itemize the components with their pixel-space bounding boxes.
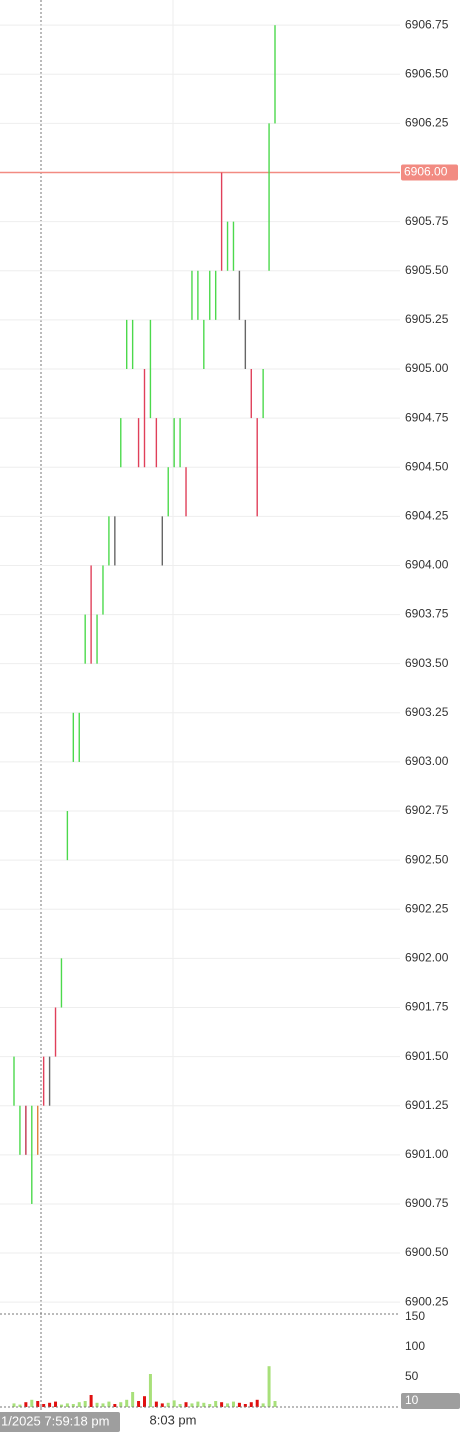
crosshair-time: 1/2025 7:59:18 pm: [1, 1413, 109, 1428]
volume-tick-label: 50: [405, 1369, 419, 1383]
volume-bar: [261, 1403, 265, 1407]
volume-tick-label: 150: [405, 1309, 425, 1323]
volume-bar: [131, 1392, 135, 1407]
volume-bar: [42, 1404, 46, 1407]
volume-bar: [89, 1395, 93, 1407]
y-tick-label: 6904.75: [405, 410, 449, 424]
y-tick-label: 6901.00: [405, 1147, 449, 1161]
volume-bar: [95, 1402, 99, 1407]
volume-bar: [243, 1404, 247, 1407]
volume-bar: [101, 1403, 105, 1407]
volume-bar: [178, 1404, 182, 1407]
y-tick-label: 6902.00: [405, 951, 449, 965]
volume-bar: [208, 1404, 212, 1407]
volume-bar: [30, 1399, 34, 1407]
volume-bar: [113, 1404, 117, 1407]
y-tick-label: 6900.75: [405, 1196, 449, 1210]
volume-bar: [24, 1402, 28, 1407]
y-tick-label: 6905.75: [405, 214, 449, 228]
volume-bar: [166, 1402, 170, 1407]
volume-bar: [190, 1403, 194, 1407]
volume-bar: [48, 1402, 52, 1407]
volume-bar: [255, 1399, 259, 1407]
current-price-box: [401, 164, 458, 181]
y-tick-label: 6904.00: [405, 558, 449, 572]
volume-bar: [231, 1401, 235, 1407]
time-label: 8:03 pm: [150, 1412, 197, 1427]
y-tick-label: 6900.50: [405, 1245, 449, 1259]
current-volume-label: 10: [405, 1393, 419, 1407]
volume-bar: [125, 1399, 129, 1407]
y-tick-label: 6904.50: [405, 459, 449, 473]
y-tick-label: 6906.25: [405, 116, 449, 130]
volume-bar: [83, 1401, 87, 1407]
y-tick-label: 6903.00: [405, 754, 449, 768]
volume-bar: [160, 1403, 164, 1407]
volume-bar: [59, 1404, 63, 1407]
volume-bar: [77, 1402, 81, 1407]
volume-bar: [184, 1402, 188, 1407]
volume-bar: [36, 1401, 40, 1407]
y-tick-label: 6906.75: [405, 17, 449, 31]
volume-bar: [119, 1402, 123, 1407]
y-tick-label: 6901.50: [405, 1049, 449, 1063]
volume-tick-label: 100: [405, 1339, 425, 1353]
volume-bar: [137, 1401, 141, 1407]
volume-bar: [249, 1402, 253, 1407]
y-tick-label: 6900.25: [405, 1294, 449, 1308]
volume-bar: [226, 1403, 230, 1407]
volume-bar: [267, 1366, 271, 1407]
volume-bar: [18, 1404, 22, 1407]
y-tick-label: 6906.50: [405, 66, 449, 80]
volume-bar: [65, 1403, 69, 1407]
volume-bar: [172, 1400, 176, 1407]
y-tick-label: 6905.00: [405, 361, 449, 375]
volume-bar: [143, 1396, 146, 1407]
volume-bar: [12, 1403, 16, 1407]
volume-bar: [54, 1401, 58, 1407]
y-tick-label: 6901.75: [405, 1000, 449, 1014]
volume-bar: [202, 1402, 206, 1407]
current-price-label: 6906.00: [404, 165, 448, 179]
volume-bar: [196, 1401, 200, 1407]
y-tick-label: 6901.25: [405, 1098, 449, 1112]
volume-bar: [237, 1402, 241, 1407]
volume-bar: [220, 1402, 224, 1407]
volume-bar: [71, 1404, 75, 1407]
crosshair-time-box: [0, 1412, 120, 1432]
y-tick-label: 6902.75: [405, 803, 449, 817]
y-tick-label: 6902.50: [405, 852, 449, 866]
y-tick-label: 6905.25: [405, 312, 449, 326]
y-tick-label: 6902.25: [405, 901, 449, 915]
volume-bar: [273, 1401, 277, 1407]
volume-bar: [214, 1401, 218, 1407]
y-tick-label: 6904.25: [405, 509, 449, 523]
y-tick-label: 6905.50: [405, 263, 449, 277]
y-tick-label: 6903.50: [405, 656, 449, 670]
y-tick-label: 6903.75: [405, 607, 449, 621]
volume-bar: [148, 1374, 152, 1407]
current-volume-box: [401, 1393, 460, 1409]
volume-bar: [154, 1401, 158, 1407]
volume-bar: [107, 1401, 111, 1407]
y-tick-label: 6903.25: [405, 705, 449, 719]
